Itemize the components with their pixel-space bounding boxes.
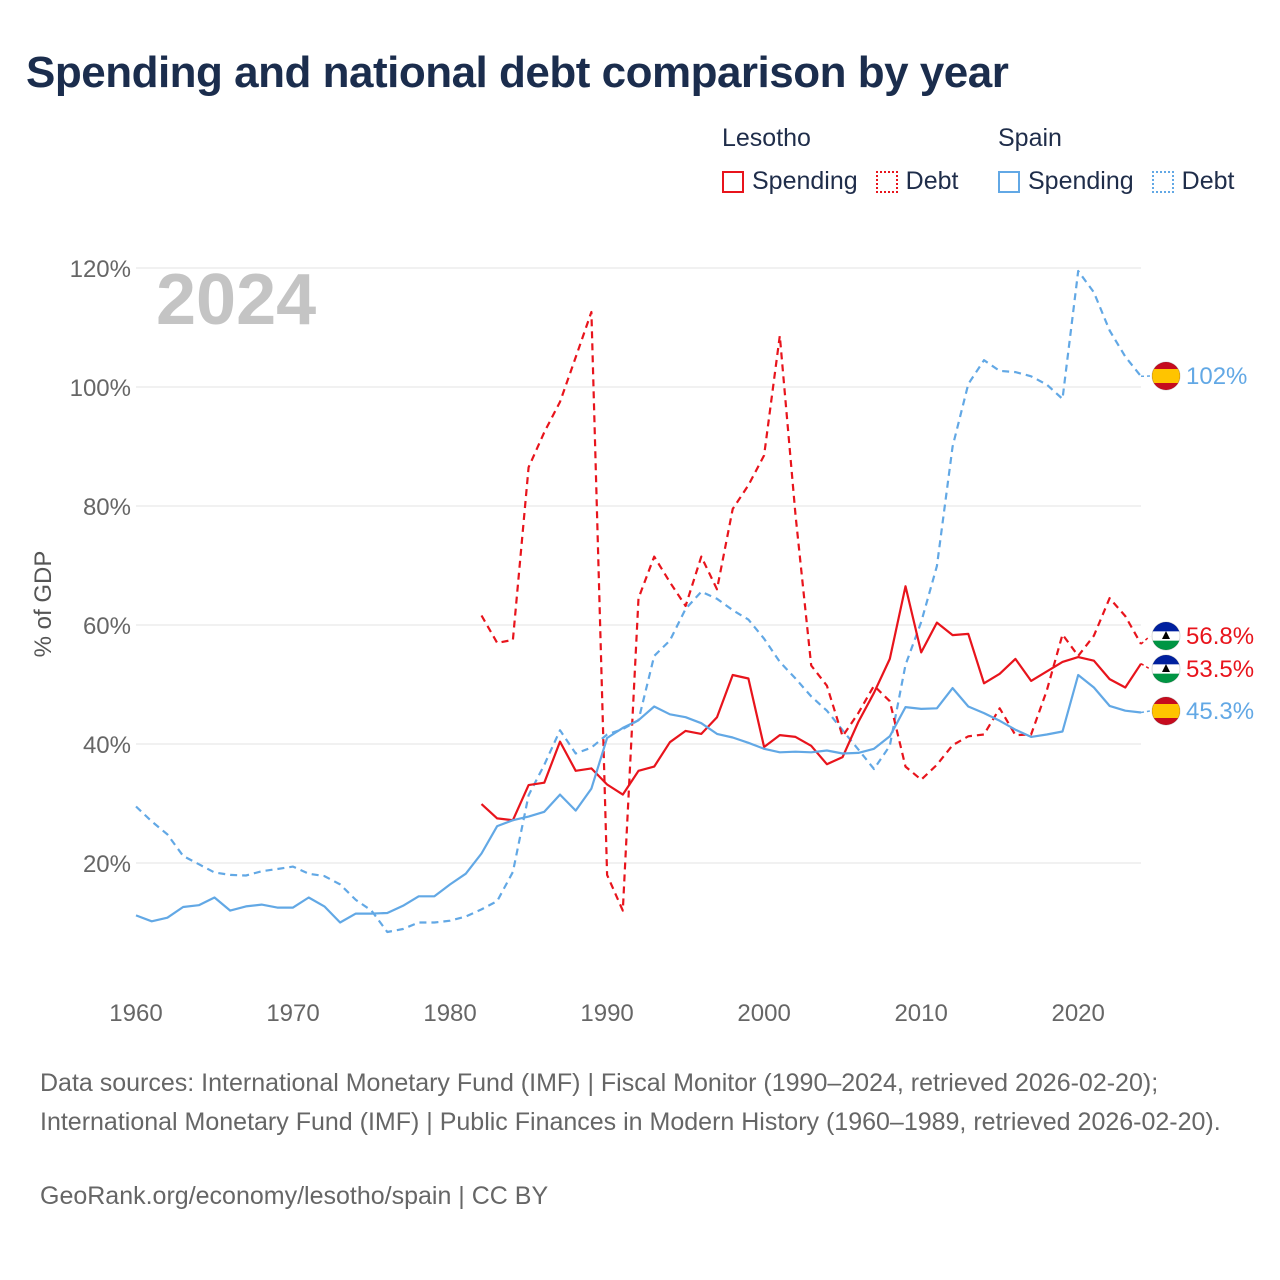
- end-connector: [1140, 635, 1151, 645]
- end-value-label: 56.8%: [1186, 623, 1254, 650]
- end-connector: [1140, 710, 1151, 714]
- x-tick-label: 2000: [737, 1000, 790, 1027]
- legend-label-spain-debt: Debt: [1181, 167, 1235, 195]
- spain-flag-icon: [1151, 361, 1181, 391]
- y-tick-label: 120%: [70, 256, 131, 283]
- legend-item-lesotho-debt[interactable]: Debt: [875, 167, 959, 196]
- legend-swatch-spain-spending: [998, 170, 1020, 193]
- x-tick-label: 2020: [1051, 1000, 1104, 1027]
- legend-item-spain-debt[interactable]: Debt: [1151, 167, 1235, 196]
- legend-item-lesotho-spending[interactable]: Spending: [722, 167, 858, 196]
- series-line-lesotho-spending[interactable]: [480, 585, 1142, 822]
- x-tick-label: 1960: [109, 1000, 162, 1027]
- source-url[interactable]: GeoRank.org/economy/lesotho/spain | CC B…: [40, 1182, 549, 1210]
- line-chart: 20% 40% 60% 80% 100% 120% 1960 1970 1980 1990 200…: [30, 256, 1254, 1027]
- end-connector: [1140, 663, 1151, 670]
- y-tick-label: 100%: [70, 375, 131, 402]
- chart-title: Spending and national debt comparison by…: [26, 48, 1009, 97]
- end-value-label: 102%: [1186, 363, 1247, 390]
- x-axis-ticks: 1960 1970 1980 1990 2000 2010 2020: [109, 1000, 1105, 1027]
- y-tick-label: 20%: [83, 851, 131, 878]
- end-value-label: 53.5%: [1186, 656, 1254, 683]
- y-axis-ticks: 20% 40% 60% 80% 100% 120%: [70, 256, 131, 878]
- legend-label-lesotho-debt: Debt: [905, 167, 959, 195]
- y-tick-label: 40%: [83, 732, 131, 759]
- y-axis-label: % of GDP: [30, 551, 57, 658]
- lesotho-flag-icon: [1151, 621, 1181, 651]
- y-tick-label: 60%: [83, 613, 131, 640]
- spain-flag-icon: [1151, 696, 1181, 726]
- end-value-label: 45.3%: [1186, 698, 1254, 725]
- series-lines: [135, 269, 1142, 934]
- y-tick-label: 80%: [83, 494, 131, 521]
- legend-country-spain: Spain: [998, 124, 1062, 152]
- legend-swatch-lesotho-debt: [875, 170, 898, 193]
- legend-swatch-spain-debt: [1151, 170, 1174, 193]
- data-sources: Data sources: International Monetary Fun…: [40, 1069, 1221, 1136]
- legend-swatch-lesotho-spending: [722, 170, 744, 193]
- legend-label-lesotho-spending: Spending: [752, 167, 858, 195]
- legend-spain: Spain Spending Debt: [998, 124, 1234, 196]
- legend-country-lesotho: Lesotho: [722, 124, 811, 152]
- series-line-spain-spending[interactable]: [135, 673, 1142, 924]
- legend-label-spain-spending: Spending: [1028, 167, 1134, 195]
- x-tick-label: 1990: [580, 1000, 633, 1027]
- lesotho-flag-icon: [1151, 654, 1181, 684]
- x-tick-label: 1970: [266, 1000, 319, 1027]
- legend-lesotho: Lesotho Spending Debt: [722, 124, 976, 196]
- x-tick-label: 1980: [423, 1000, 476, 1027]
- gridlines: [136, 267, 1141, 864]
- series-end-markers: 102% 56.8% 53.5% 45.3%: [1140, 361, 1254, 726]
- year-watermark: 2024: [156, 260, 316, 340]
- legend-item-spain-spending[interactable]: Spending: [998, 167, 1134, 196]
- series-line-lesotho-debt[interactable]: [480, 310, 1142, 912]
- x-tick-label: 2010: [894, 1000, 947, 1027]
